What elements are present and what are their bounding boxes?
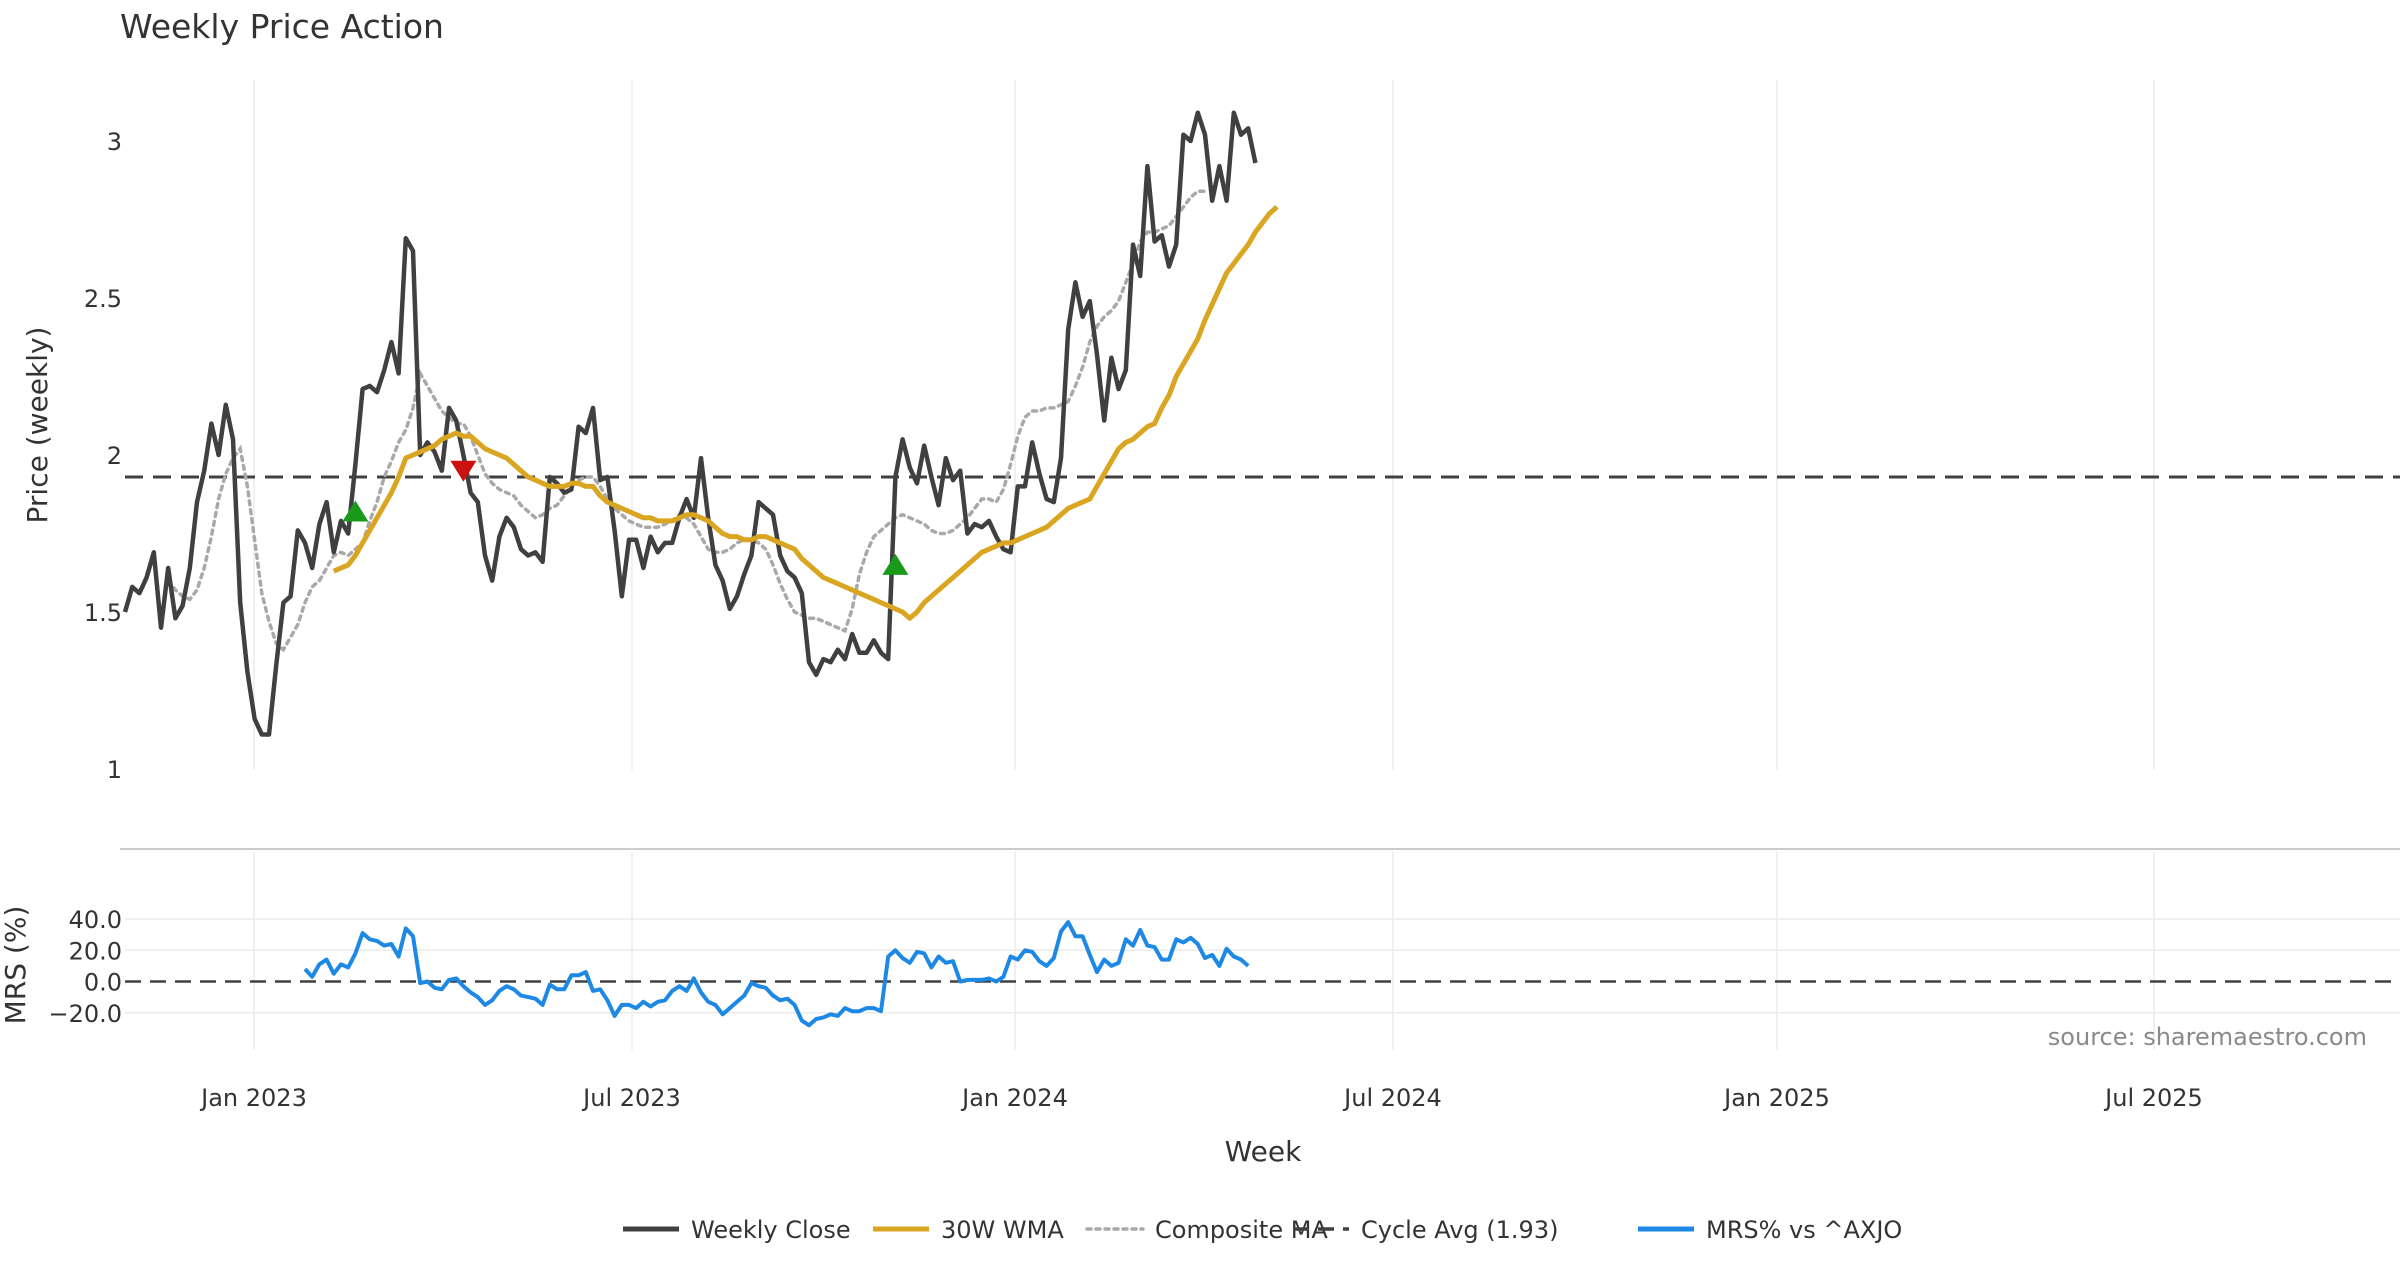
- x-tick-label: Jul 2023: [581, 1084, 681, 1112]
- legend-label: Cycle Avg (1.93): [1361, 1216, 1558, 1244]
- legend: Weekly Close 30W WMA Composite MA Cycle Avg…: [623, 1216, 1902, 1244]
- legend-label: Weekly Close: [691, 1216, 851, 1244]
- mrs-y-tick-label: 0.0: [84, 969, 122, 997]
- x-tick-label: Jan 2024: [960, 1084, 1068, 1112]
- x-axis-label: Week: [1225, 1135, 1302, 1168]
- price-y-label: Price (weekly): [21, 327, 54, 524]
- chart-title: Weekly Price Action: [120, 7, 444, 46]
- price-grid: Jan 2023 Jul 2023 Jan 2024 Jul 2024 Jan 2025…: [84, 80, 2203, 1112]
- source-annotation: source: sharemaestro.com: [2048, 1023, 2367, 1051]
- mrs-grid: 40.0 20.0 0.0 −20.0: [48, 852, 2400, 1050]
- legend-label: 30W WMA: [941, 1216, 1064, 1244]
- signal-markers: [342, 460, 909, 575]
- mrs-y-tick-label: 40.0: [69, 906, 122, 934]
- sell-signal-marker: [450, 460, 477, 482]
- buy-signal-marker: [342, 500, 369, 522]
- wma-30w-line: [332, 205, 1279, 621]
- price-y-tick-label: 2: [107, 442, 122, 470]
- x-tick-label: Jul 2024: [1342, 1084, 1442, 1112]
- mrs-y-tick-label: −20.0: [48, 1000, 122, 1028]
- price-y-tick-label: 1: [107, 756, 122, 784]
- composite-ma-line: [166, 189, 1207, 653]
- price-y-tick-label: 2.5: [84, 285, 122, 313]
- legend-label: MRS% vs ^AXJO: [1706, 1216, 1902, 1244]
- x-tick-label: Jan 2025: [1722, 1084, 1830, 1112]
- mrs-y-tick-label: 20.0: [69, 937, 122, 965]
- mrs-series: [125, 920, 2400, 1028]
- buy-signal-marker: [882, 553, 909, 575]
- x-tick-label: Jan 2023: [199, 1084, 307, 1112]
- mrs-line: [303, 920, 1250, 1028]
- price-y-tick-label: 3: [107, 128, 122, 156]
- price-y-tick-label: 1.5: [84, 599, 122, 627]
- x-tick-label: Jul 2025: [2103, 1084, 2203, 1112]
- weekly-close-line: [122, 110, 1258, 737]
- mrs-y-label: MRS (%): [0, 906, 32, 1025]
- price-series: [122, 110, 2400, 737]
